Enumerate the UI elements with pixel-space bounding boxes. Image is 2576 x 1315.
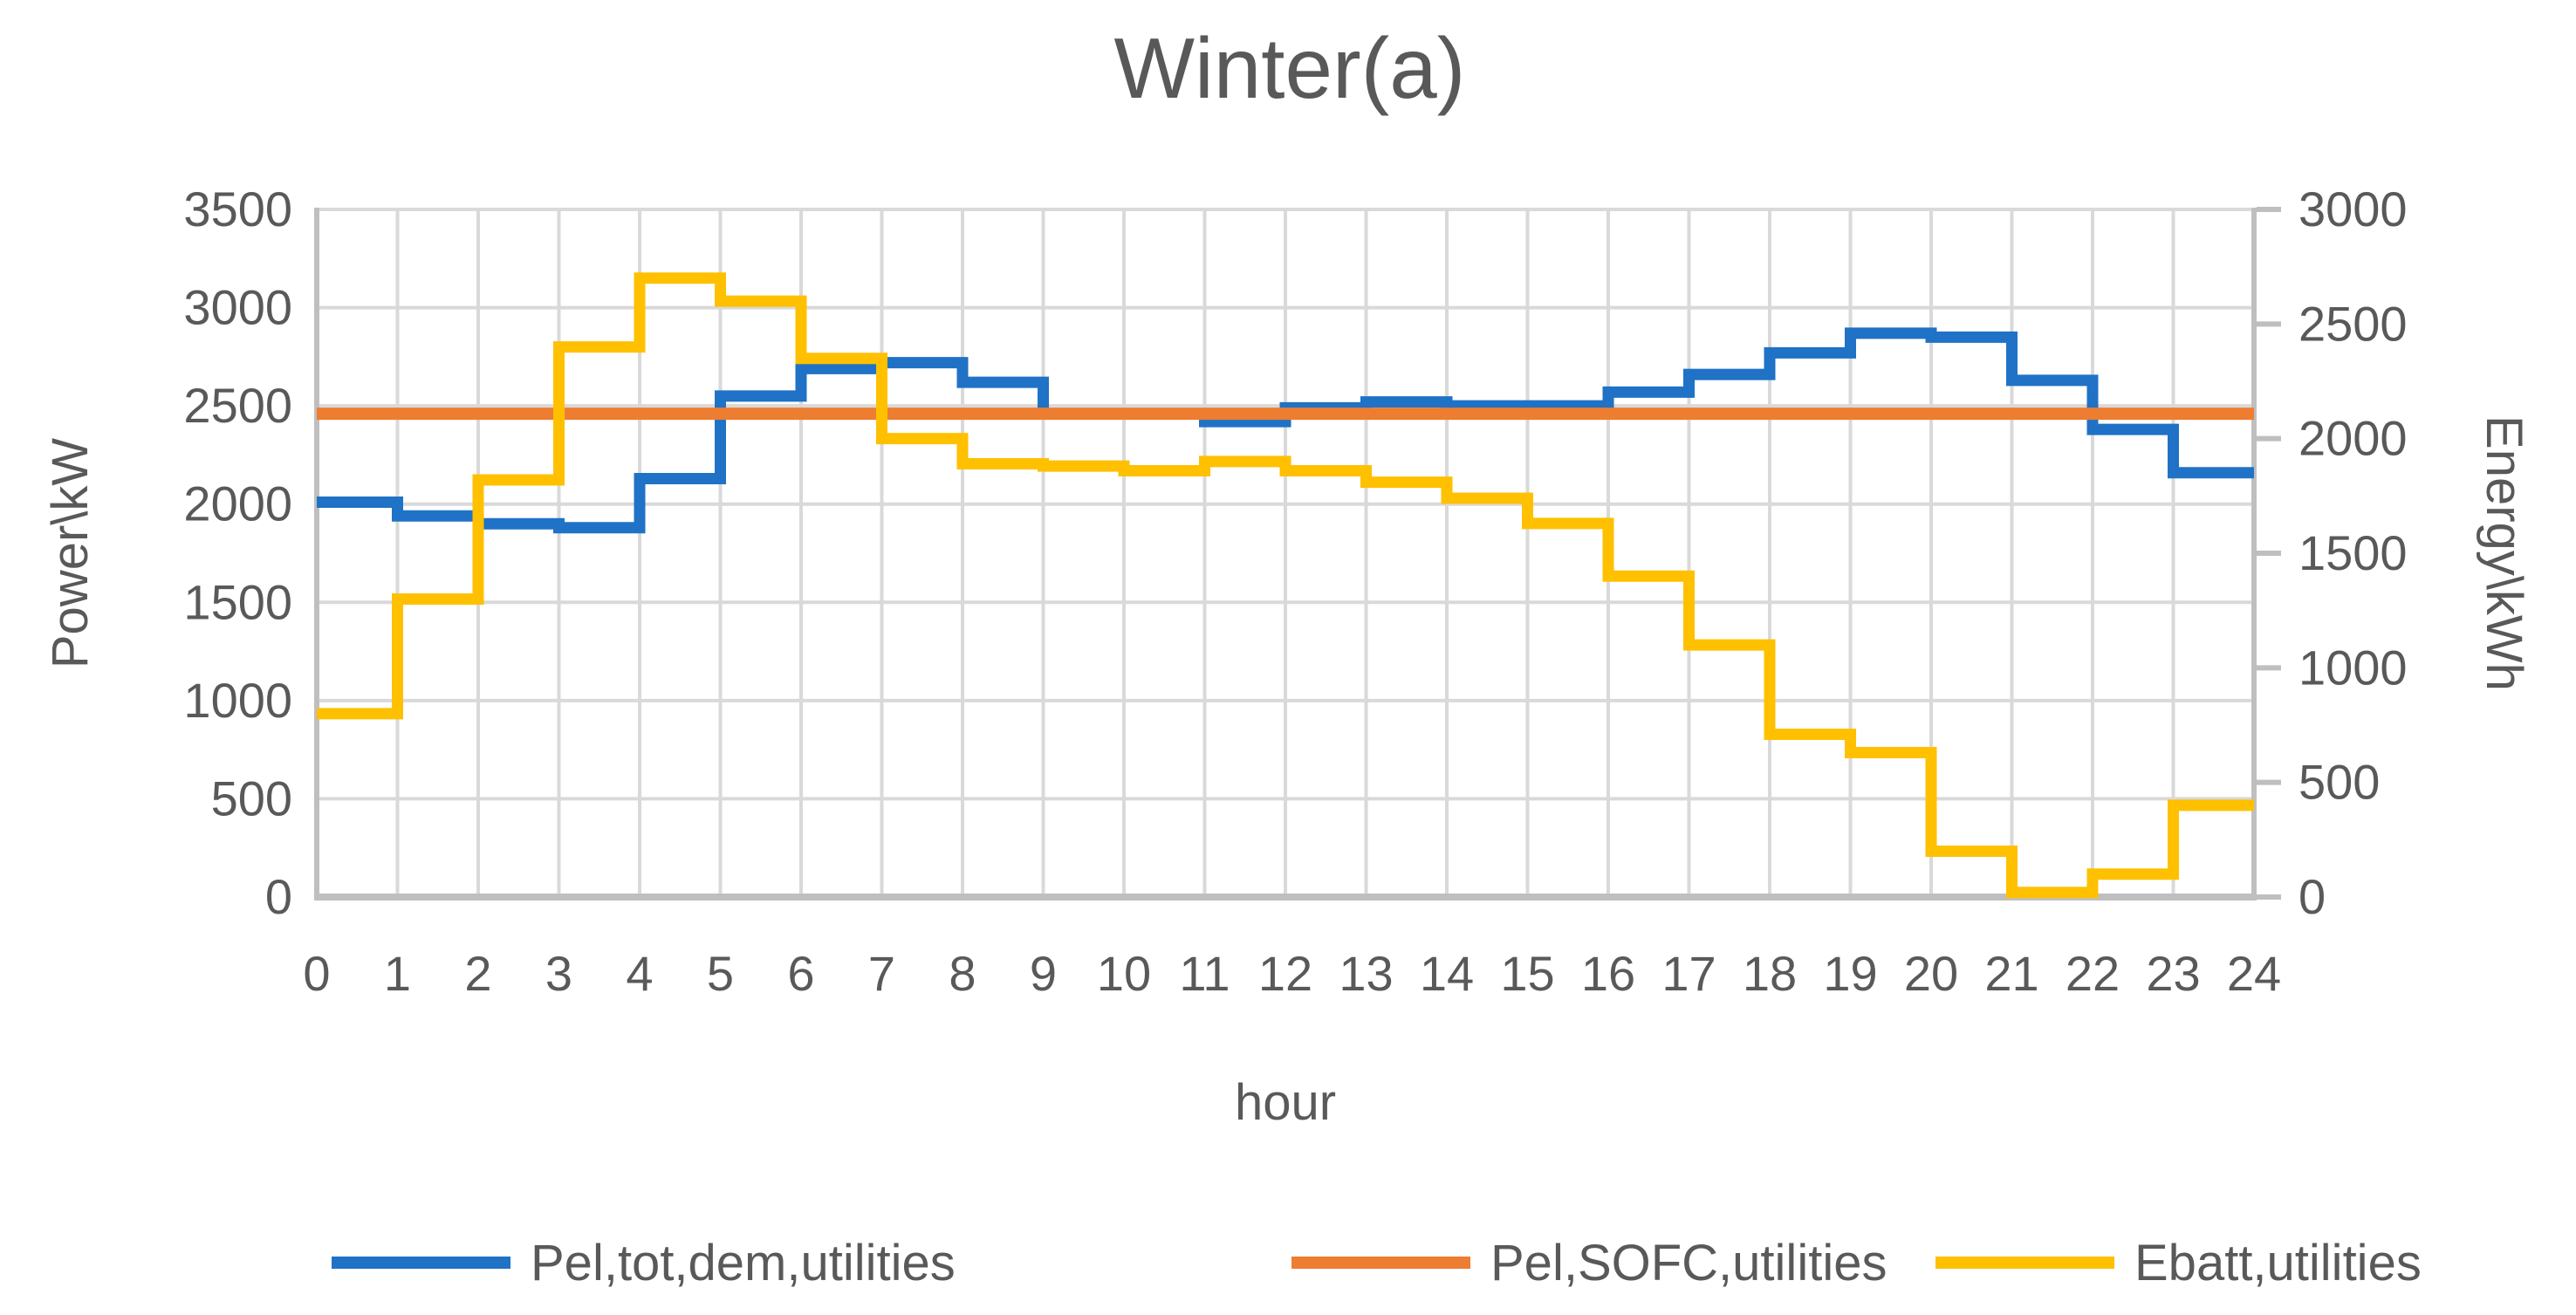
legend-label-pel-sofc: Pel,SOFC,utilities xyxy=(1490,1235,1887,1291)
y-left-tick-label: 1500 xyxy=(183,574,292,629)
x-tick-label: 13 xyxy=(1339,946,1393,1001)
series-line-ebatt xyxy=(317,272,2254,899)
y-right-tick-label: 2000 xyxy=(2299,411,2408,466)
x-tick-label: 6 xyxy=(787,946,814,1001)
right-axis-tick-marks xyxy=(2257,207,2281,900)
y-left-tick-label: 2000 xyxy=(183,476,292,531)
x-tick-label: 15 xyxy=(1500,946,1554,1001)
x-tick-label: 9 xyxy=(1030,946,1057,1001)
x-tick-label: 4 xyxy=(626,946,653,1001)
legend: Pel,tot,dem,utilities Pel,SOFC,utilities… xyxy=(332,1235,2422,1291)
x-axis-title: hour xyxy=(1235,1074,1336,1131)
y-right-tick-label: 2500 xyxy=(2299,296,2408,351)
legend-item-pel-sofc: Pel,SOFC,utilities xyxy=(1291,1235,1887,1291)
y-axis-right-title: Energy\kWh xyxy=(2476,415,2532,691)
x-tick-label: 23 xyxy=(2146,946,2200,1001)
x-tick-label: 18 xyxy=(1743,946,1797,1001)
y-left-tick-label: 2500 xyxy=(183,378,292,433)
chart-title: Winter(a) xyxy=(1114,20,1466,116)
series-lines xyxy=(317,272,2254,899)
x-tick-label: 21 xyxy=(1984,946,2038,1001)
legend-item-pel-tot-dem: Pel,tot,dem,utilities xyxy=(332,1235,956,1291)
y-right-tick-label: 0 xyxy=(2299,869,2326,924)
y-left-tick-label: 3000 xyxy=(183,280,292,335)
x-tick-label: 22 xyxy=(2066,946,2120,1001)
y-right-tick-label: 500 xyxy=(2299,755,2380,810)
x-axis-tick-labels: 0 1 2 3 4 5 6 7 8 9 10 11 12 13 14 15 16 17 18 19 20 21 22 23 24 xyxy=(303,946,2281,1001)
y-left-tick-label: 3500 xyxy=(183,181,292,236)
y-left-tick-label: 500 xyxy=(211,771,292,825)
x-tick-label: 7 xyxy=(868,946,895,1001)
y-axis-right-tick-labels: 3000 2500 2000 1500 1000 500 0 xyxy=(2299,181,2408,924)
x-tick-label: 19 xyxy=(1823,946,1877,1001)
legend-label-pel-tot-dem: Pel,tot,dem,utilities xyxy=(531,1235,956,1291)
x-tick-label: 0 xyxy=(303,946,330,1001)
x-tick-label: 14 xyxy=(1420,946,1474,1001)
y-left-tick-label: 1000 xyxy=(183,673,292,728)
y-right-tick-label: 1000 xyxy=(2299,640,2408,695)
x-tick-label: 3 xyxy=(545,946,572,1001)
x-tick-label: 24 xyxy=(2227,946,2281,1001)
legend-label-ebatt: Ebatt,utilities xyxy=(2134,1235,2422,1291)
y-right-tick-label: 1500 xyxy=(2299,525,2408,580)
x-tick-label: 10 xyxy=(1097,946,1151,1001)
x-tick-label: 5 xyxy=(707,946,734,1001)
x-tick-label: 1 xyxy=(384,946,411,1001)
legend-item-ebatt: Ebatt,utilities xyxy=(1935,1235,2422,1291)
x-tick-label: 11 xyxy=(1179,946,1230,1001)
x-tick-label: 20 xyxy=(1904,946,1958,1001)
y-right-tick-label: 3000 xyxy=(2299,181,2408,236)
x-tick-label: 16 xyxy=(1581,946,1635,1001)
y-left-tick-label: 0 xyxy=(265,869,292,924)
x-tick-label: 2 xyxy=(464,946,491,1001)
y-axis-left-title: Power\kW xyxy=(42,438,99,669)
x-tick-label: 8 xyxy=(949,946,976,1001)
x-tick-label: 17 xyxy=(1661,946,1716,1001)
x-tick-label: 12 xyxy=(1258,946,1312,1001)
gridlines xyxy=(315,208,2256,899)
y-axis-left-tick-labels: 3500 3000 2500 2000 1500 1000 500 0 xyxy=(183,181,292,924)
axis-lines xyxy=(314,208,2257,901)
